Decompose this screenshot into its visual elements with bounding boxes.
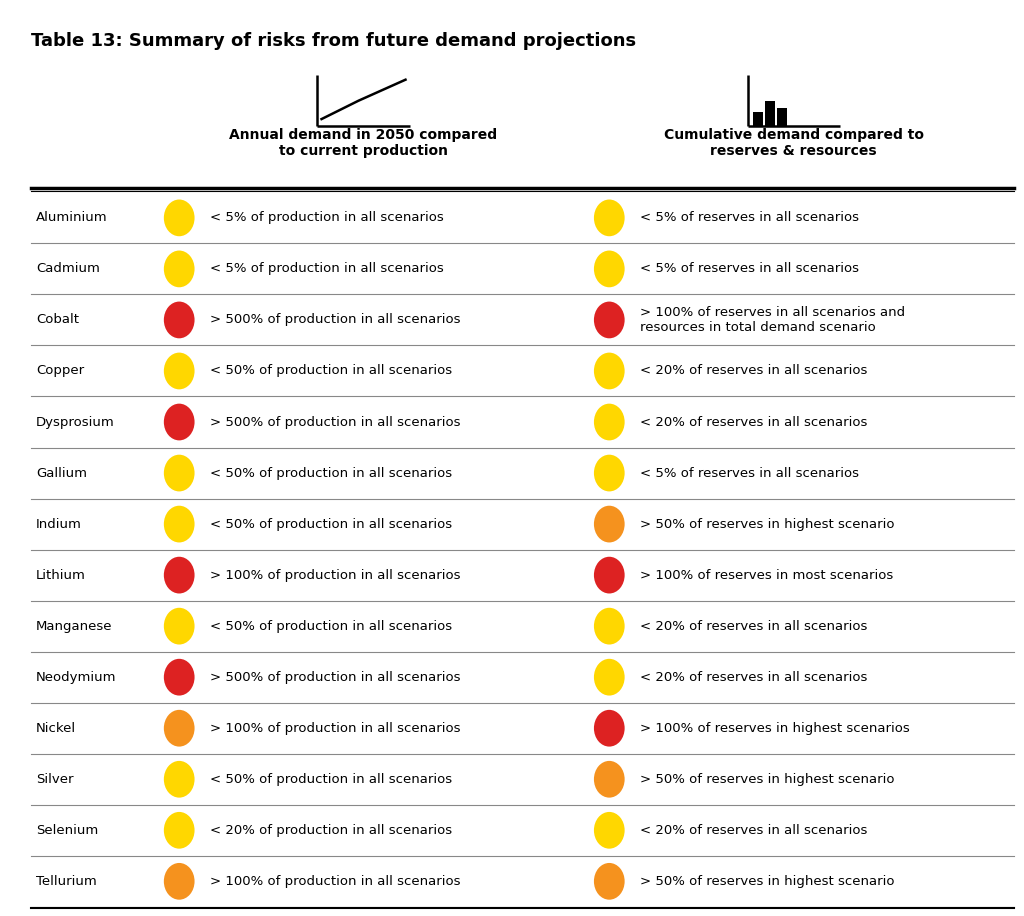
Ellipse shape [164,710,195,747]
Text: > 50% of reserves in highest scenario: > 50% of reserves in highest scenario [640,773,895,786]
Ellipse shape [164,812,195,848]
Ellipse shape [164,301,195,338]
Ellipse shape [594,251,625,288]
Text: < 20% of reserves in all scenarios: < 20% of reserves in all scenarios [640,416,867,429]
Text: > 100% of reserves in all scenarios and
resources in total demand scenario: > 100% of reserves in all scenarios and … [640,306,905,334]
Ellipse shape [164,659,195,695]
Text: < 50% of production in all scenarios: < 50% of production in all scenarios [210,773,452,786]
Ellipse shape [164,506,195,542]
Text: > 100% of production in all scenarios: > 100% of production in all scenarios [210,569,461,582]
Text: Manganese: Manganese [36,619,113,633]
Text: Cumulative demand compared to
reserves & resources: Cumulative demand compared to reserves &… [664,128,924,158]
Text: Neodymium: Neodymium [36,671,117,683]
Text: < 50% of production in all scenarios: < 50% of production in all scenarios [210,466,452,480]
Ellipse shape [164,761,195,798]
Bar [753,112,763,126]
Text: > 100% of reserves in highest scenarios: > 100% of reserves in highest scenarios [640,722,909,735]
Text: < 50% of production in all scenarios: < 50% of production in all scenarios [210,518,452,530]
Text: Cobalt: Cobalt [36,313,79,326]
Text: Annual demand in 2050 compared
to current production: Annual demand in 2050 compared to curren… [229,128,498,158]
Text: < 50% of production in all scenarios: < 50% of production in all scenarios [210,619,452,633]
Ellipse shape [164,404,195,441]
Text: Gallium: Gallium [36,466,87,480]
Text: Tellurium: Tellurium [36,875,96,888]
Text: > 100% of reserves in most scenarios: > 100% of reserves in most scenarios [640,569,893,582]
Text: < 20% of reserves in all scenarios: < 20% of reserves in all scenarios [640,671,867,683]
Text: > 500% of production in all scenarios: > 500% of production in all scenarios [210,416,461,429]
Text: Cadmium: Cadmium [36,262,99,276]
Ellipse shape [594,353,625,389]
Text: Selenium: Selenium [36,823,98,837]
Ellipse shape [594,404,625,441]
Text: < 20% of reserves in all scenarios: < 20% of reserves in all scenarios [640,619,867,633]
Text: < 20% of reserves in all scenarios: < 20% of reserves in all scenarios [640,365,867,377]
Text: > 100% of production in all scenarios: > 100% of production in all scenarios [210,722,461,735]
Ellipse shape [594,863,625,900]
Text: < 5% of production in all scenarios: < 5% of production in all scenarios [210,212,443,224]
Ellipse shape [164,608,195,645]
Ellipse shape [164,557,195,594]
Text: Table 13: Summary of risks from future demand projections: Table 13: Summary of risks from future d… [31,32,636,50]
Text: Silver: Silver [36,773,74,786]
Ellipse shape [594,761,625,798]
Text: Nickel: Nickel [36,722,76,735]
Text: Copper: Copper [36,365,84,377]
Text: < 5% of reserves in all scenarios: < 5% of reserves in all scenarios [640,466,859,480]
Text: < 20% of reserves in all scenarios: < 20% of reserves in all scenarios [640,823,867,837]
Text: < 50% of production in all scenarios: < 50% of production in all scenarios [210,365,452,377]
Ellipse shape [164,353,195,389]
Text: < 5% of reserves in all scenarios: < 5% of reserves in all scenarios [640,262,859,276]
Ellipse shape [594,200,625,236]
Text: > 50% of reserves in highest scenario: > 50% of reserves in highest scenario [640,875,895,888]
Ellipse shape [164,454,195,491]
Text: < 20% of production in all scenarios: < 20% of production in all scenarios [210,823,452,837]
Text: Dysprosium: Dysprosium [36,416,115,429]
Ellipse shape [594,710,625,747]
Ellipse shape [164,251,195,288]
Text: Indium: Indium [36,518,82,530]
Text: Lithium: Lithium [36,569,86,582]
Ellipse shape [164,863,195,900]
Ellipse shape [594,506,625,542]
Ellipse shape [164,200,195,236]
Ellipse shape [594,454,625,491]
Text: Aluminium: Aluminium [36,212,108,224]
Ellipse shape [594,557,625,594]
Text: > 100% of production in all scenarios: > 100% of production in all scenarios [210,875,461,888]
Text: > 500% of production in all scenarios: > 500% of production in all scenarios [210,671,461,683]
Text: > 50% of reserves in highest scenario: > 50% of reserves in highest scenario [640,518,895,530]
Bar [777,108,787,126]
Ellipse shape [594,301,625,338]
Ellipse shape [594,659,625,695]
Ellipse shape [594,608,625,645]
Text: < 5% of production in all scenarios: < 5% of production in all scenarios [210,262,443,276]
Bar [765,101,775,126]
Text: > 500% of production in all scenarios: > 500% of production in all scenarios [210,313,461,326]
Text: < 5% of reserves in all scenarios: < 5% of reserves in all scenarios [640,212,859,224]
Ellipse shape [594,812,625,848]
